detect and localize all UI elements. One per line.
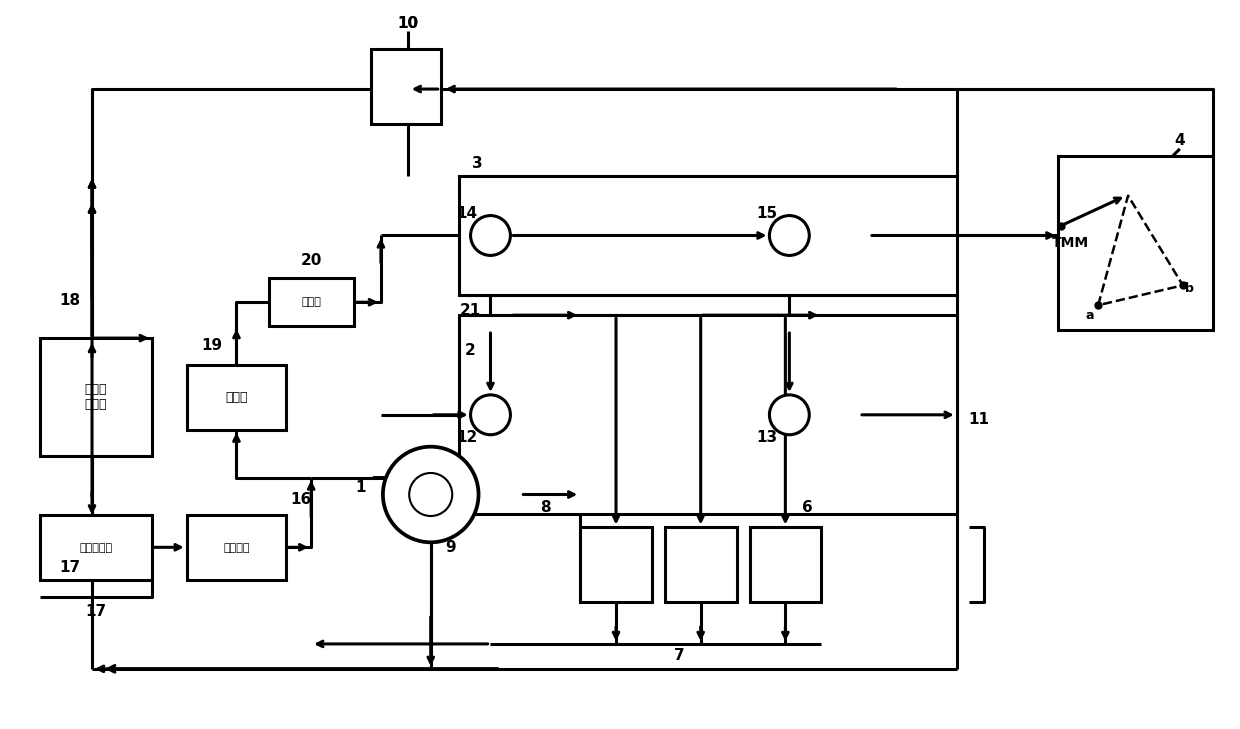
Text: 10: 10 — [397, 16, 418, 31]
Bar — [371, 49, 440, 124]
Text: 电子水泵: 电子水泵 — [223, 543, 249, 553]
Circle shape — [409, 473, 453, 516]
Text: 14: 14 — [456, 206, 477, 221]
Text: 17: 17 — [60, 560, 81, 574]
Text: 增压器
冷却器: 增压器 冷却器 — [84, 383, 107, 411]
Circle shape — [383, 447, 479, 542]
Text: 19: 19 — [201, 338, 222, 353]
Text: 低温散热器: 低温散热器 — [79, 543, 113, 553]
Text: 13: 13 — [756, 430, 777, 445]
Bar — [187, 515, 286, 580]
Text: TMM: TMM — [1052, 236, 1089, 251]
Text: 12: 12 — [456, 430, 477, 445]
Text: b: b — [1185, 282, 1194, 295]
Text: 节流孔: 节流孔 — [301, 297, 321, 307]
Circle shape — [492, 347, 627, 483]
Circle shape — [470, 395, 511, 434]
Text: 17: 17 — [86, 604, 107, 619]
Text: 4: 4 — [1174, 133, 1185, 149]
Text: 18: 18 — [60, 293, 81, 308]
Bar — [40, 338, 151, 456]
Text: 8: 8 — [539, 500, 551, 515]
Text: 21: 21 — [460, 303, 481, 318]
Circle shape — [692, 347, 827, 483]
Text: 20: 20 — [300, 253, 322, 268]
Circle shape — [770, 395, 810, 434]
Bar — [749, 527, 821, 602]
Bar — [665, 527, 737, 602]
Text: 1: 1 — [356, 480, 366, 495]
Text: 10: 10 — [397, 16, 418, 31]
Text: 中冷器: 中冷器 — [226, 391, 248, 404]
Bar — [40, 515, 151, 580]
Text: 3: 3 — [472, 156, 482, 171]
Text: 16: 16 — [290, 492, 311, 507]
Text: 6: 6 — [802, 500, 812, 515]
Bar — [1058, 156, 1213, 330]
Text: a: a — [1086, 308, 1095, 321]
Bar — [269, 278, 353, 326]
Circle shape — [593, 347, 728, 483]
Bar — [459, 176, 957, 295]
Bar — [187, 365, 286, 430]
Circle shape — [770, 216, 810, 255]
Text: 11: 11 — [968, 413, 990, 427]
Text: 2: 2 — [465, 343, 476, 357]
Text: 15: 15 — [756, 206, 777, 221]
Circle shape — [470, 216, 511, 255]
Text: 7: 7 — [675, 648, 684, 663]
Bar — [459, 315, 957, 515]
Text: 9: 9 — [445, 539, 456, 555]
Bar — [580, 527, 652, 602]
